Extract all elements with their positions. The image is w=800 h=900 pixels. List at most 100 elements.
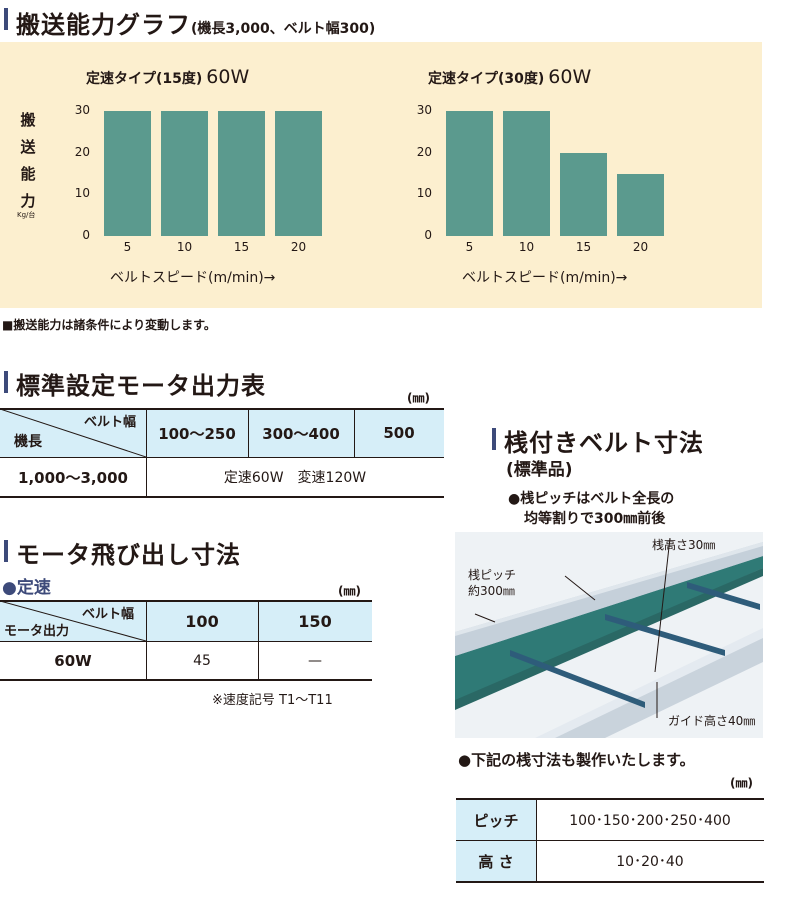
row-header: 60W: [54, 651, 92, 670]
column-header: 150: [298, 611, 332, 631]
pitch-arrow-left: [474, 613, 496, 623]
row-header-height: 高 さ: [478, 852, 514, 871]
bar: [104, 111, 151, 236]
row-value: —: [308, 652, 322, 669]
chart2-title-suffix: 60W: [548, 66, 592, 88]
chart1-title-text: 定速タイプ(15度): [86, 71, 203, 87]
table-border: [146, 601, 147, 680]
x-tick-label: 15: [233, 240, 250, 254]
table-border: [0, 408, 444, 410]
x-tick-label: 5: [465, 240, 474, 254]
cleat-belt-diagram: [455, 532, 763, 738]
bar: [560, 152, 607, 236]
x-tick-label: 10: [176, 240, 193, 254]
cleat: [687, 582, 760, 610]
motor-projection-subheading: ●定速: [2, 578, 51, 598]
diagonal-divider: [0, 409, 146, 457]
belt-edge: [455, 568, 763, 710]
cleat: [510, 650, 645, 708]
table-border: [456, 881, 764, 883]
column-header: 100: [185, 611, 219, 631]
y-tick-label: 30: [74, 103, 90, 117]
x-tick-label: 5: [123, 240, 132, 254]
bar: [446, 111, 493, 236]
guide-height-label: ガイド高さ40㎜: [668, 714, 756, 728]
y-tick-label: 30: [416, 103, 432, 117]
guide-rail-near-top: [535, 628, 763, 738]
graph-subtitle: (機長3,000、ベルト幅300): [191, 21, 376, 37]
section-marker: [4, 8, 8, 30]
corner-bottom-label: 機長: [14, 434, 42, 450]
cleat-pitch-label-2: 約300㎜: [468, 584, 515, 598]
ylabel-char: 力: [20, 192, 36, 210]
pitch-arrow-right: [564, 575, 596, 601]
bar: [161, 111, 208, 236]
chart1-title: 定速タイプ(15度) 60W: [86, 66, 249, 88]
row-header-pitch: ピッチ: [473, 811, 519, 830]
cleat-pitch-label-1: 桟ピッチ: [468, 568, 517, 582]
chart2-title-text: 定速タイプ(30度): [428, 71, 545, 87]
table-border: [354, 409, 355, 457]
ylabel-char: 搬: [20, 111, 36, 129]
table-border: [456, 798, 764, 800]
table-border: [0, 679, 372, 681]
section-marker: [4, 371, 8, 393]
table-border: [0, 641, 372, 642]
table-border: [248, 409, 249, 457]
guide-rail-far-top: [455, 542, 763, 636]
y-tick-label: 20: [74, 144, 90, 159]
row-value-pitch: 100･150･200･250･400: [569, 813, 731, 829]
column-header: 300〜400: [262, 424, 340, 443]
chart2-xlabel: ベルトスピード(m/min)→: [462, 270, 628, 286]
table-border: [0, 496, 444, 498]
bar: [275, 111, 322, 236]
x-tick-label: 10: [518, 240, 535, 254]
ylabel-char: 送: [20, 138, 36, 156]
y-tick-label: 0: [424, 228, 432, 242]
cleat-options-heading: ●下記の桟寸法も製作いたします。: [458, 751, 695, 769]
y-tick-label: 0: [82, 228, 90, 242]
motor-output-unit: (㎜): [407, 391, 430, 405]
bar: [617, 173, 664, 236]
y-tick-label: 10: [74, 186, 90, 201]
section-marker: [492, 428, 496, 450]
ylabel-char: 能: [20, 165, 36, 183]
chart-note: ■搬送能力は諸条件により変動します。: [2, 318, 216, 332]
table-border: [0, 457, 444, 458]
table-header-bg: [0, 601, 372, 641]
bar: [218, 111, 265, 236]
x-tick-label: 15: [575, 240, 592, 254]
height-leader-line: [654, 537, 671, 673]
corner-top-label: ベルト幅: [82, 607, 135, 622]
row-value: 45: [193, 652, 211, 669]
table-border: [258, 601, 259, 680]
chart-panel: 搬 送 能 力 Kg/台 定速タイプ(15度) 60W 0 10 20 30 5 10 15 2…: [0, 42, 762, 308]
row-value-height: 10･20･40: [616, 854, 684, 870]
chart2-title: 定速タイプ(30度) 60W: [428, 66, 591, 88]
row-header: 1,000〜3,000: [18, 468, 128, 487]
bar: [503, 111, 550, 236]
graph-title: 搬送能力グラフ: [16, 11, 191, 39]
y-tick-label: 10: [416, 186, 432, 201]
x-tick-label: 20: [290, 240, 307, 254]
motor-projection-unit: (㎜): [338, 584, 361, 598]
cleat-belt-subtitle: (標準品): [506, 460, 573, 480]
motor-output-title: 標準設定モータ出力表: [16, 372, 266, 400]
section-marker: [4, 540, 8, 562]
motor-projection-title: モータ飛び出し寸法: [16, 541, 241, 569]
ylabel-unit: Kg/台: [17, 211, 36, 219]
corner-top-label: ベルト幅: [84, 415, 137, 430]
table-border: [456, 840, 764, 841]
table-border: [536, 799, 537, 882]
y-tick-label: 20: [416, 144, 432, 159]
chart1-title-suffix: 60W: [206, 66, 250, 88]
speed-code-footnote: ※速度記号 T1〜T11: [212, 693, 333, 708]
cleat-height-label: 桟高さ30㎜: [652, 538, 716, 552]
table-border: [0, 600, 372, 602]
guide-rail-far: [455, 542, 763, 656]
column-header: 500: [383, 424, 415, 442]
table-border: [146, 409, 147, 497]
cleat-note-line2: 均等割りで300㎜前後: [524, 511, 666, 527]
corner-bottom-label: モータ出力: [4, 624, 70, 639]
x-tick-label: 20: [632, 240, 649, 254]
